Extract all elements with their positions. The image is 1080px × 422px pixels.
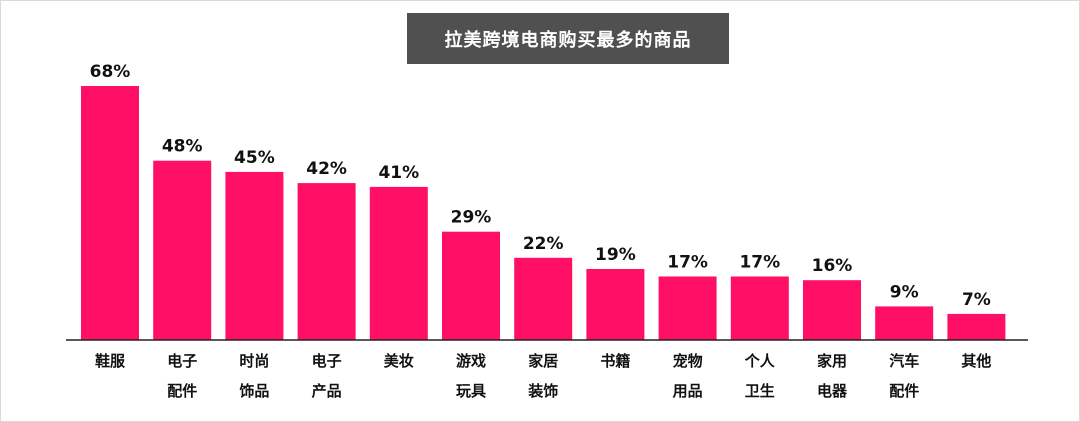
bar-0 — [81, 86, 139, 340]
value-label-2: 45% — [234, 148, 275, 168]
value-label-10: 16% — [812, 256, 853, 276]
category-label-6-line-0: 家居 — [528, 352, 558, 370]
bar-12 — [947, 313, 1006, 340]
bar-5 — [442, 231, 500, 340]
category-label-6-line-1: 装饰 — [527, 382, 558, 400]
category-label-8-line-0: 宠物 — [673, 352, 703, 370]
category-label-12-line-0: 其他 — [961, 352, 991, 370]
value-labels-group: 68% 48% 45% 42% 41% 29% 22% 19% 17% 17% 16% 9% 7% — [90, 62, 991, 310]
bar-3 — [297, 183, 356, 340]
value-label-3: 42% — [306, 159, 347, 179]
value-label-8: 17% — [667, 253, 708, 273]
bar-6 — [514, 257, 573, 340]
bar-11 — [875, 306, 934, 340]
value-label-5: 29% — [451, 208, 492, 228]
bar-9 — [730, 276, 789, 340]
category-label-1-line-1: 配件 — [167, 382, 197, 400]
value-label-9: 17% — [739, 253, 780, 273]
bar-4 — [369, 186, 428, 340]
category-label-8-line-1: 用品 — [673, 382, 703, 400]
category-label-3-line-0: 电子 — [312, 352, 342, 370]
bar-10 — [803, 280, 861, 340]
chart-title: 拉美跨境电商购买最多的商品 — [407, 13, 729, 64]
value-label-1: 48% — [162, 137, 203, 157]
bar-7 — [586, 269, 645, 340]
category-label-5-line-0: 游戏 — [456, 352, 486, 370]
bars-group — [81, 86, 1006, 340]
category-label-7-line-0: 书籍 — [600, 352, 630, 370]
bar-8 — [658, 276, 717, 340]
value-label-0: 68% — [90, 62, 131, 82]
category-label-3-line-1: 产品 — [312, 382, 342, 400]
category-label-10-line-0: 家用 — [817, 352, 847, 370]
category-label-9-line-1: 卫生 — [745, 382, 775, 400]
category-label-2-line-0: 时尚 — [239, 352, 269, 370]
category-label-9-line-0: 个人 — [744, 352, 776, 370]
value-label-6: 22% — [523, 234, 564, 254]
category-label-2-line-1: 饰品 — [239, 382, 269, 400]
category-label-11-line-0: 汽车 — [889, 352, 919, 370]
value-label-4: 41% — [378, 163, 419, 183]
bar-2 — [225, 171, 284, 340]
category-label-5-line-1: 玩具 — [456, 382, 486, 400]
category-label-4-line-0: 美妆 — [384, 352, 414, 370]
value-label-11: 9% — [890, 282, 919, 302]
category-label-11-line-1: 配件 — [889, 382, 919, 400]
category-label-0-line-0: 鞋服 — [95, 352, 126, 370]
bar-1 — [153, 160, 212, 340]
value-label-12: 7% — [962, 290, 991, 310]
value-label-7: 19% — [595, 245, 636, 265]
category-label-10-line-1: 电器 — [817, 382, 848, 400]
category-label-1-line-0: 电子 — [167, 352, 197, 370]
